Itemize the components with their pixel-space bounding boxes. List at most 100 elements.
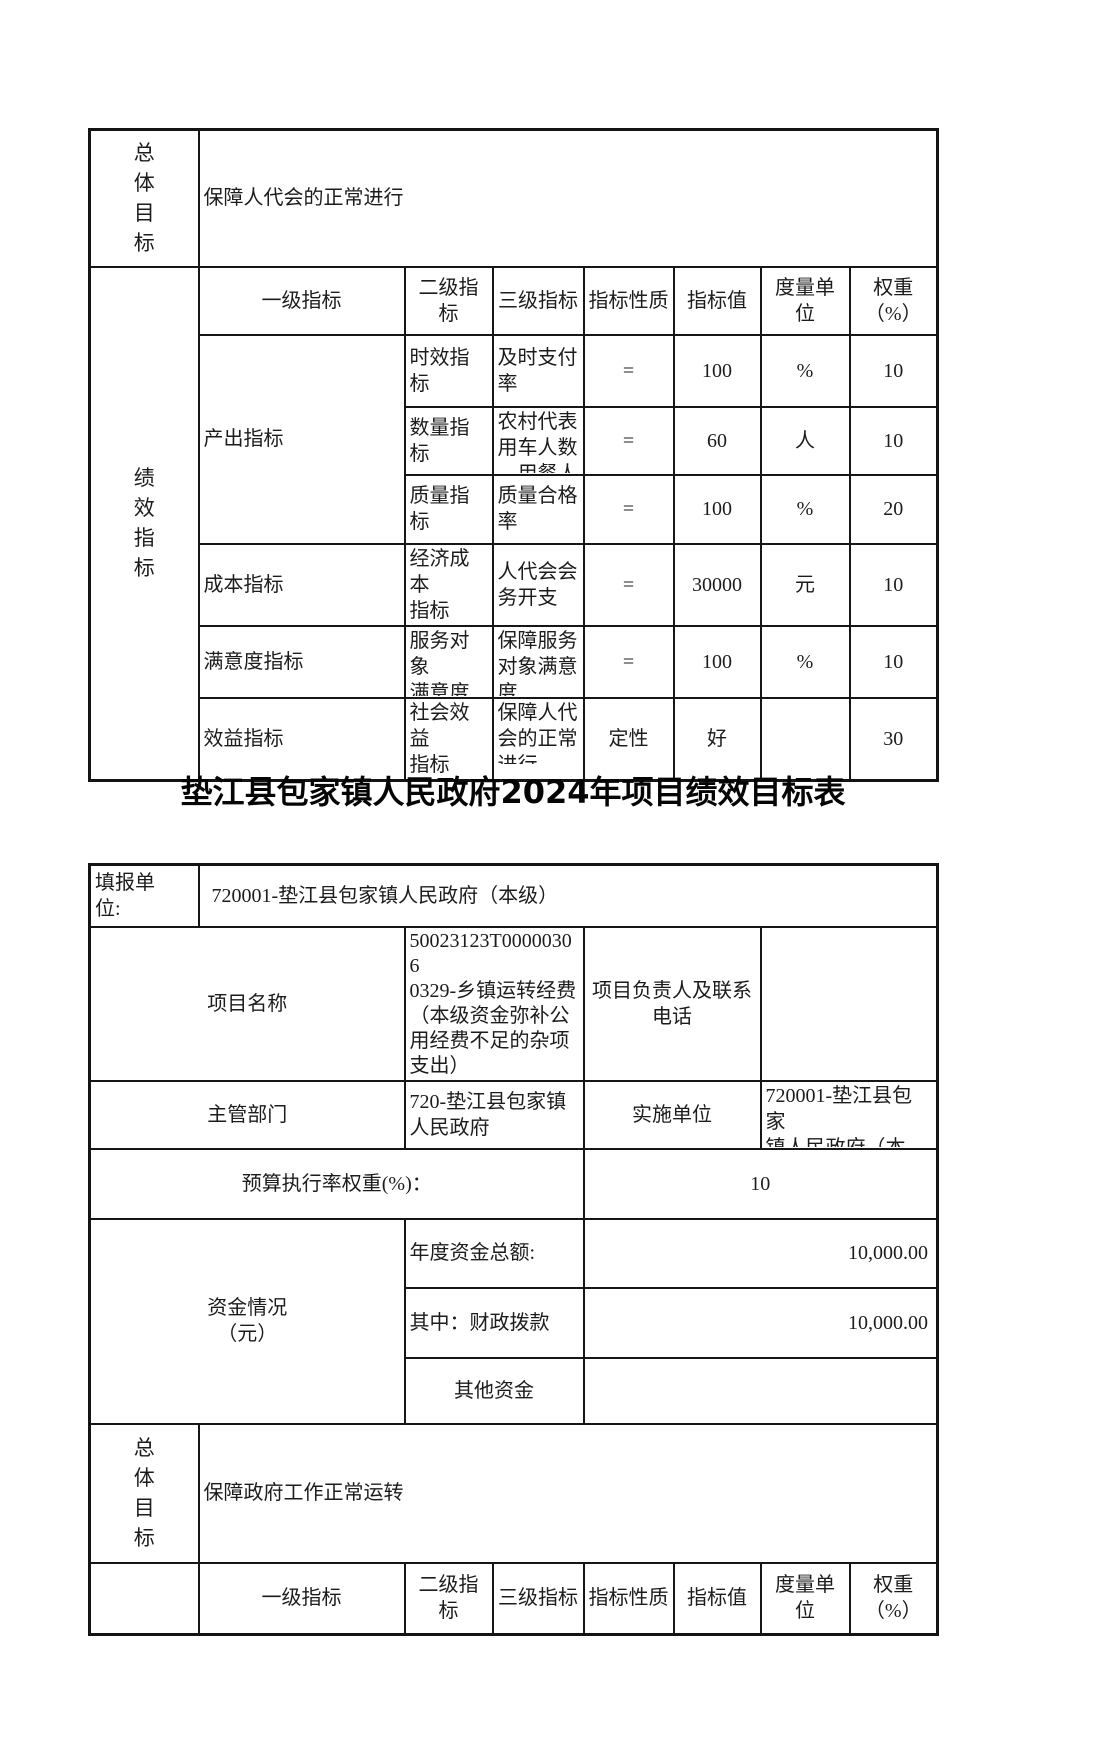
level3-cell: 农村代表 用车人数 、用餐人 — [491, 405, 585, 476]
table-row: 其他资金 — [90, 1356, 939, 1425]
overall-goal-text-cell: 保障人代会的正常进行 — [197, 128, 939, 268]
header-cell: 二级指标 — [403, 1561, 494, 1636]
table-row: 资金情况 （元） 年度资金总额: 10,000.00 — [88, 1217, 939, 1425]
project-manager-label-cell: 项目负责人及联系 电话 — [582, 925, 762, 1082]
funds-item-value-cell: 10,000.00 — [582, 1286, 939, 1359]
table-row: 成本指标 经济成本 指标 人代会会 务开支 = 30000 元 10 — [90, 542, 939, 627]
unit-cell: % — [759, 624, 851, 699]
level3-cell: 保障人代 会的正常 进行 — [491, 696, 585, 781]
level2-cell: 质量指标 — [403, 473, 494, 545]
header-cell: 一级指标 — [197, 265, 406, 336]
funds-item-label-cell: 其他资金 — [403, 1356, 585, 1425]
table-row: 效益指标 社会效益 指标 保障人代 会的正常 进行 定性 好 30 — [90, 696, 939, 781]
nature-cell: = — [582, 473, 675, 545]
vertical-label: 总体目标 — [133, 1436, 155, 1550]
value-cell: 好 — [672, 696, 762, 781]
header-cell: 权重 （%） — [848, 265, 939, 336]
project-name-label-cell: 项目名称 — [88, 925, 406, 1082]
nature-cell: = — [582, 405, 675, 476]
performance-indicator-label-cell: 绩效指标 — [88, 265, 200, 781]
budget-rate-label-cell: 预算执行率权重(%)： — [88, 1147, 585, 1220]
level3-cell: 及时支付 率 — [491, 333, 585, 408]
level1-cell: 效益指标 — [197, 696, 406, 781]
table-row: 其中：财政拨款 10,000.00 — [90, 1286, 939, 1359]
page-title: 垫江县包家镇人民政府2024年项目绩效目标表 — [180, 773, 846, 811]
table-row: 填报单 位: 720001-垫江县包家镇人民政府（本级） — [88, 863, 939, 928]
table-row: 预算执行率权重(%)： 10 — [88, 1147, 939, 1220]
header-cell: 指标值 — [672, 1561, 762, 1636]
nature-cell: = — [582, 542, 675, 627]
weight-cell: 10 — [848, 542, 939, 627]
value-cell: 100 — [672, 473, 762, 545]
nature-cell: 定性 — [582, 696, 675, 781]
level3-cell: 质量合格 率 — [491, 473, 585, 545]
table-row: 一级指标 二级指标 三级指标 指标性质 指标值 度量单位 权重 （%） — [88, 1561, 939, 1636]
overall-goal-label-cell: 总体目标 — [88, 1422, 200, 1564]
value-cell: 100 — [672, 624, 762, 699]
unit-cell: % — [759, 473, 851, 545]
level2-cell: 经济成本 指标 — [403, 542, 494, 627]
table-row: 总体目标 保障政府工作正常运转 — [88, 1422, 939, 1564]
unit-cell: 人 — [759, 405, 851, 476]
weight-cell: 10 — [848, 333, 939, 408]
funds-item-value-cell: 10,000.00 — [582, 1217, 939, 1289]
funds-item-value-cell — [582, 1356, 939, 1425]
weight-cell: 20 — [848, 473, 939, 545]
level3-cell: 保障服务 对象满意 度 — [491, 624, 585, 699]
level2-cell: 数量指标 — [403, 405, 494, 476]
weight-cell: 10 — [848, 405, 939, 476]
level1-cell: 产出指标 — [197, 333, 406, 545]
header-cell: 指标性质 — [582, 265, 675, 336]
table-row: 主管部门 720-垫江县包家镇 人民政府 实施单位 720001-垫江县包家 镇… — [88, 1079, 939, 1150]
header-cell: 度量单位 — [759, 265, 851, 336]
header-cell: 二级指标 — [403, 265, 494, 336]
table-row: 满意度指标 服务对象 满意度指 标 保障服务 对象满意 度 = 100 % 10 — [90, 624, 939, 699]
table-row: 绩效指标 一级指标 二级指标 三级指标 指标性质 指标值 度量单位 权重 （%） — [88, 265, 939, 781]
project-manager-value-cell — [759, 925, 939, 1082]
funds-item-label-cell: 其中：财政拨款 — [403, 1286, 585, 1359]
header-cell: 三级指标 — [491, 1561, 585, 1636]
unit-cell: 元 — [759, 542, 851, 627]
header-cell: 度量单位 — [759, 1561, 851, 1636]
dept-label-cell: 主管部门 — [88, 1079, 406, 1150]
value-cell: 30000 — [672, 542, 762, 627]
header-cell: 指标性质 — [582, 1561, 675, 1636]
budget-rate-value-cell: 10 — [582, 1147, 939, 1220]
level3-cell: 人代会会 务开支 — [491, 542, 585, 627]
performance-indicator-label-cell — [88, 1561, 200, 1636]
level1-cell: 成本指标 — [197, 542, 406, 627]
level2-cell: 社会效益 指标 — [403, 696, 494, 781]
funds-label-cell: 资金情况 （元） — [88, 1217, 406, 1425]
funds-item-label-cell: 年度资金总额: — [403, 1217, 585, 1289]
value-cell: 100 — [672, 333, 762, 408]
value-cell: 60 — [672, 405, 762, 476]
level1-cell: 满意度指标 — [197, 624, 406, 699]
nature-cell: = — [582, 624, 675, 699]
project-name-value-cell: 50023123T00000306 0329-乡镇运转经费 （本级资金弥补公 用… — [403, 925, 585, 1082]
performance-table-1: 总体目标 保障人代会的正常进行 绩效指标 一级指标 二级指标 三级指标 指标性质… — [88, 128, 939, 782]
vertical-label: 总体目标 — [133, 141, 155, 256]
table-row: 质量指标 质量合格 率 = 100 % 20 — [90, 473, 939, 545]
table-row: 项目名称 50023123T00000306 0329-乡镇运转经费 （本级资金… — [88, 925, 939, 1082]
overall-goal-text-cell: 保障政府工作正常运转 — [197, 1422, 939, 1564]
header-cell: 指标值 — [672, 265, 762, 336]
level2-cell: 时效指标 — [403, 333, 494, 408]
unit-cell: % — [759, 333, 851, 408]
table-row: 总体目标 保障人代会的正常进行 — [88, 128, 939, 268]
impl-unit-label-cell: 实施单位 — [582, 1079, 762, 1150]
weight-cell: 10 — [848, 624, 939, 699]
nature-cell: = — [582, 333, 675, 408]
table-row: 产出指标 时效指标 及时支付 率 = 100 % 10 — [90, 333, 939, 545]
table-row: 数量指标 农村代表 用车人数 、用餐人 = 60 人 10 — [90, 405, 939, 476]
performance-table-2: 填报单 位: 720001-垫江县包家镇人民政府（本级） 项目名称 500231… — [88, 863, 939, 1636]
filing-unit-label-cell: 填报单 位: — [88, 863, 200, 928]
filing-unit-value-cell: 720001-垫江县包家镇人民政府（本级） — [197, 863, 939, 928]
overall-goal-label-cell: 总体目标 — [88, 128, 200, 268]
weight-cell: 30 — [848, 696, 939, 781]
unit-cell — [759, 696, 851, 781]
impl-unit-value-cell: 720001-垫江县包家 镇人民政府（本 级） — [759, 1079, 939, 1150]
header-cell: 权重 （%） — [848, 1561, 939, 1636]
level2-cell: 服务对象 满意度指 标 — [403, 624, 494, 699]
header-cell: 三级指标 — [491, 265, 585, 336]
